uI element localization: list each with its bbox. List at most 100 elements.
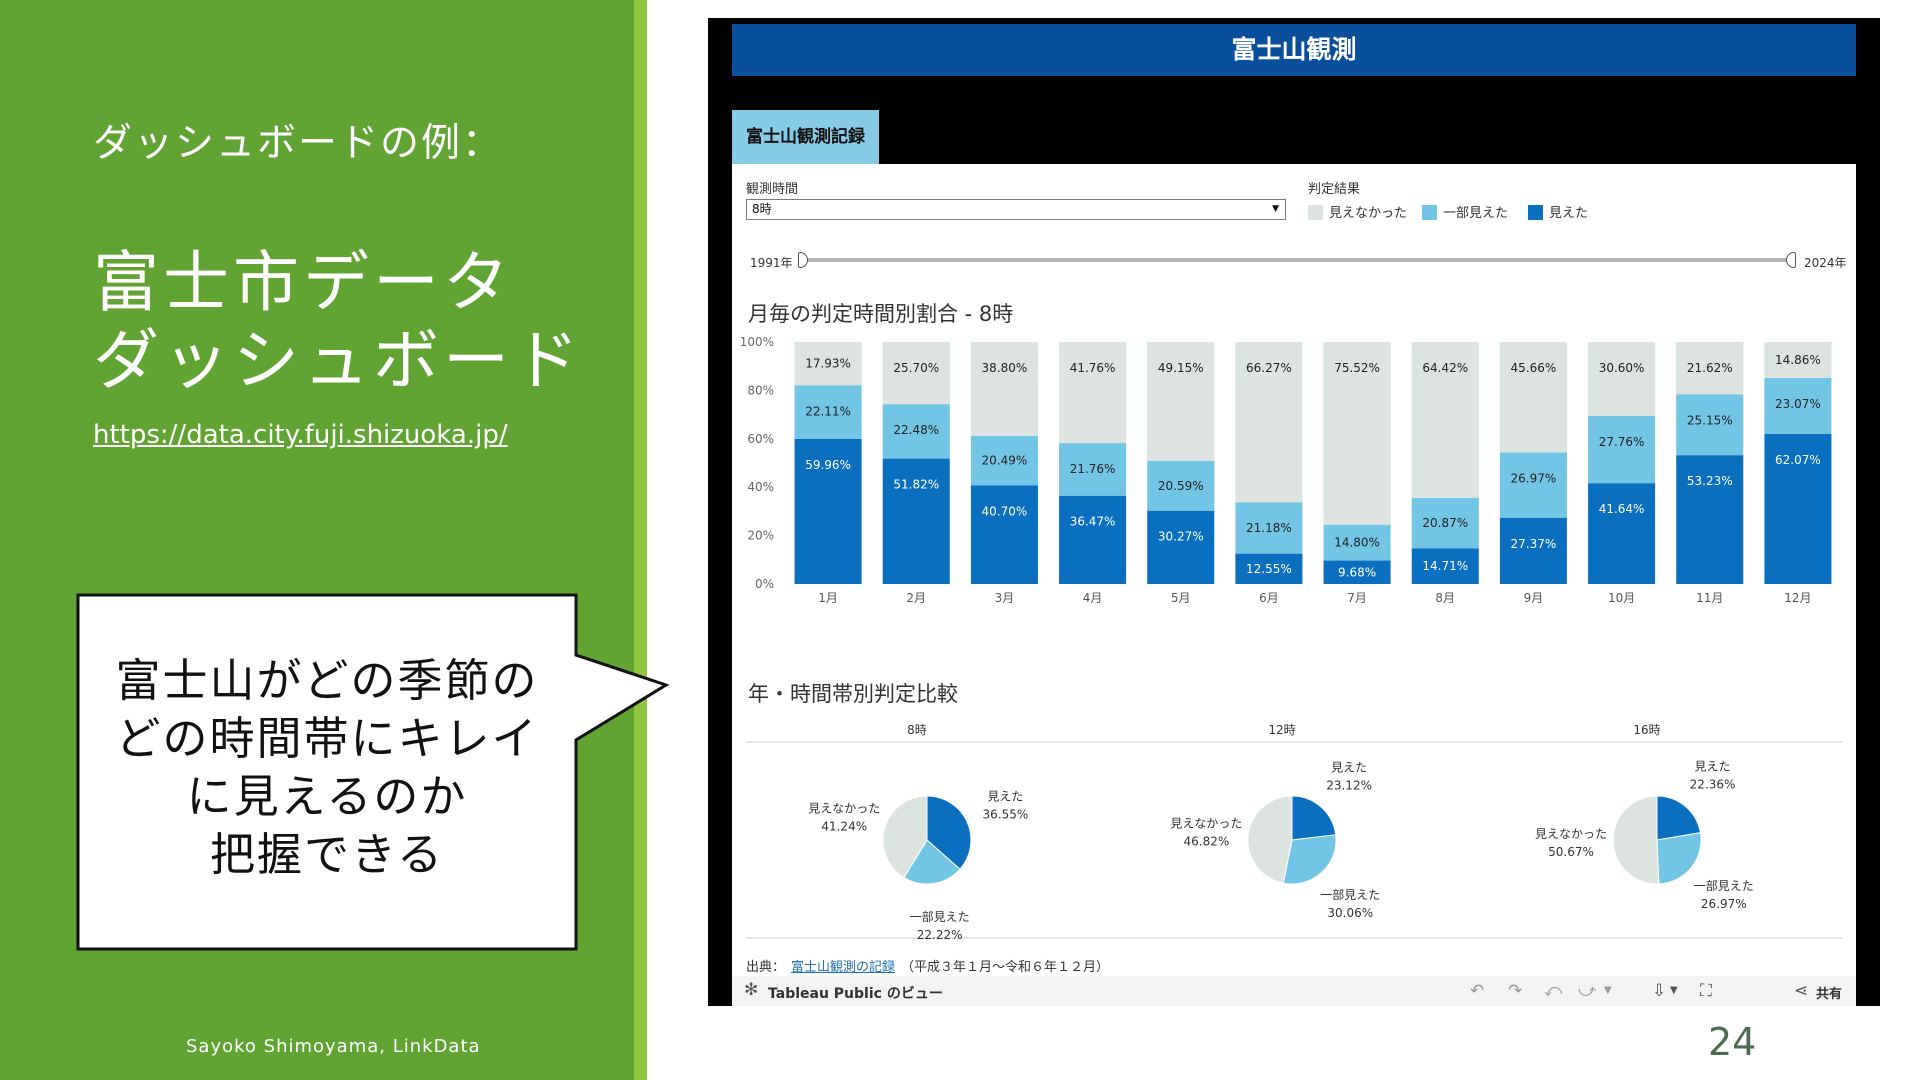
bar-segment[interactable] xyxy=(1059,443,1127,496)
bar-segment[interactable] xyxy=(1764,377,1832,434)
bar-segment[interactable] xyxy=(794,385,862,439)
bar-segment[interactable] xyxy=(1147,510,1215,584)
bar-segment[interactable] xyxy=(1411,342,1479,498)
bar-segment[interactable] xyxy=(1235,553,1303,584)
pie-slice[interactable] xyxy=(1612,795,1660,885)
data-label: 12.55% xyxy=(1246,562,1292,576)
year-range-slider[interactable] xyxy=(802,258,1792,262)
data-label: 53.23% xyxy=(1687,474,1733,488)
pie-slice-value: 50.67% xyxy=(1548,845,1594,859)
pie-slice-label: 見えなかった xyxy=(808,802,880,816)
bar-segment[interactable] xyxy=(1764,342,1832,378)
pie-slice[interactable] xyxy=(903,839,961,885)
data-label: 40.70% xyxy=(982,505,1028,519)
fullscreen-icon[interactable]: ⛶ xyxy=(1700,981,1712,1001)
source-link[interactable]: 富士山観測の記録 xyxy=(791,960,896,975)
pie-slice-value: 23.12% xyxy=(1326,779,1372,793)
x-tick-label: 1月 xyxy=(818,591,838,605)
data-label: 62.07% xyxy=(1775,453,1821,467)
bar-segment[interactable] xyxy=(1499,517,1567,584)
bar-segment[interactable] xyxy=(794,342,862,386)
bar-segment[interactable] xyxy=(1059,342,1127,444)
share-icon[interactable]: ⋖ xyxy=(1794,981,1809,1001)
slider-end-handle[interactable] xyxy=(1786,252,1796,268)
bar-segment[interactable] xyxy=(1676,342,1744,395)
bar-segment[interactable] xyxy=(970,435,1038,486)
data-label: 38.80% xyxy=(982,361,1028,375)
pie-slice-label: 一部見えた xyxy=(1694,878,1754,893)
download-icon[interactable]: ⇩ xyxy=(1652,981,1667,1001)
bar-segment[interactable] xyxy=(1323,342,1391,525)
pie-slice[interactable] xyxy=(1247,795,1293,884)
bar-segment[interactable] xyxy=(1676,394,1744,456)
bar-segment[interactable] xyxy=(882,342,950,405)
data-label: 27.76% xyxy=(1599,435,1645,449)
dashboard-screenshot: 富士山観測 富士山観測記録 観測時間 8時 ▼ 判定結果 見えなかった 一部見え… xyxy=(708,18,1880,1006)
bar-segment[interactable] xyxy=(1764,433,1832,584)
legend-label: 見えなかった xyxy=(1329,206,1408,221)
pie-slice[interactable] xyxy=(926,795,972,870)
data-label: 17.93% xyxy=(805,357,851,371)
bar-segment[interactable] xyxy=(1676,455,1744,584)
url-link[interactable]: https://data.city.fuji.shizuoka.jp/ xyxy=(93,420,508,450)
bar-segment[interactable] xyxy=(794,438,862,584)
chevron-down-icon[interactable]: ▼ xyxy=(1670,985,1678,996)
data-label: 30.60% xyxy=(1599,361,1645,375)
share-label[interactable]: 共有 xyxy=(1816,987,1843,1002)
pie-slice[interactable] xyxy=(1656,795,1701,841)
slider-start-handle[interactable] xyxy=(798,252,808,268)
pie-slice-label: 見えなかった xyxy=(1535,827,1607,841)
data-label: 41.64% xyxy=(1599,502,1645,516)
pie-slice[interactable] xyxy=(882,795,928,879)
redo-icon[interactable]: ↷ xyxy=(1508,981,1523,1001)
bar-segment[interactable] xyxy=(1588,342,1656,417)
legend-item-not-visible[interactable]: 見えなかった xyxy=(1308,202,1408,221)
pie-slice[interactable] xyxy=(1656,832,1702,885)
bar-segment[interactable] xyxy=(1588,483,1656,584)
pie-slice-label: 見えた xyxy=(1331,761,1367,775)
x-tick-label: 10月 xyxy=(1608,591,1635,605)
data-label: 41.76% xyxy=(1070,361,1116,375)
bar-segment[interactable] xyxy=(970,485,1038,584)
source-line: 出典： 富士山観測の記録 （平成３年１月〜令和６年１２月） xyxy=(746,956,1109,975)
data-label: 36.47% xyxy=(1070,515,1116,529)
bar-segment[interactable] xyxy=(1411,548,1479,584)
data-label: 14.80% xyxy=(1334,536,1380,550)
bar-segment[interactable] xyxy=(970,342,1038,436)
undo-icon[interactable]: ↶ xyxy=(1470,981,1485,1001)
legend-item-partial[interactable]: 一部見えた xyxy=(1422,202,1508,221)
bar-segment[interactable] xyxy=(1499,452,1567,518)
x-tick-label: 2月 xyxy=(906,591,926,605)
time-filter-dropdown[interactable]: 8時 ▼ xyxy=(746,199,1286,220)
data-label: 64.42% xyxy=(1422,361,1468,375)
pie-section-title: 年・時間帯別判定比較 xyxy=(748,682,958,706)
bar-segment[interactable] xyxy=(1499,342,1567,453)
bar-segment[interactable] xyxy=(1588,416,1656,484)
bar-segment[interactable] xyxy=(1411,497,1479,549)
bar-segment[interactable] xyxy=(1235,342,1303,503)
pie-slice-value: 46.82% xyxy=(1184,834,1230,848)
dashboard-content: 観測時間 8時 ▼ 判定結果 見えなかった 一部見えた 見えた 1991年 20… xyxy=(732,164,1856,976)
bar-segment[interactable] xyxy=(1147,460,1215,511)
bar-segment[interactable] xyxy=(1323,560,1391,584)
tab-observation-record[interactable]: 富士山観測記録 xyxy=(732,110,879,164)
chevron-down-icon[interactable]: ▼ xyxy=(1604,985,1612,996)
bar-segment[interactable] xyxy=(882,404,950,459)
pie-slice[interactable] xyxy=(1291,795,1337,841)
tableau-public-label[interactable]: Tableau Public のビュー xyxy=(768,986,943,1002)
chevron-down-icon: ▼ xyxy=(1272,204,1279,214)
revert-icon[interactable]: ⤺ xyxy=(1544,981,1563,1001)
refresh-icon[interactable]: ⤻ xyxy=(1578,981,1597,1001)
callout-text: 富士山がどの季節の どの時間帯にキレイ に見えるのか 把握できる xyxy=(78,652,576,884)
data-label: 25.70% xyxy=(893,361,939,375)
bar-segment[interactable] xyxy=(1147,341,1215,461)
legend-item-visible[interactable]: 見えた xyxy=(1528,202,1588,221)
y-tick-label: 60% xyxy=(747,432,774,446)
bar-segment[interactable] xyxy=(882,458,950,584)
pie-slice[interactable] xyxy=(1282,834,1337,885)
bar-segment[interactable] xyxy=(1235,502,1303,554)
bar-segment[interactable] xyxy=(1059,495,1127,584)
data-label: 21.18% xyxy=(1246,521,1292,535)
bar-segment[interactable] xyxy=(1323,524,1391,561)
